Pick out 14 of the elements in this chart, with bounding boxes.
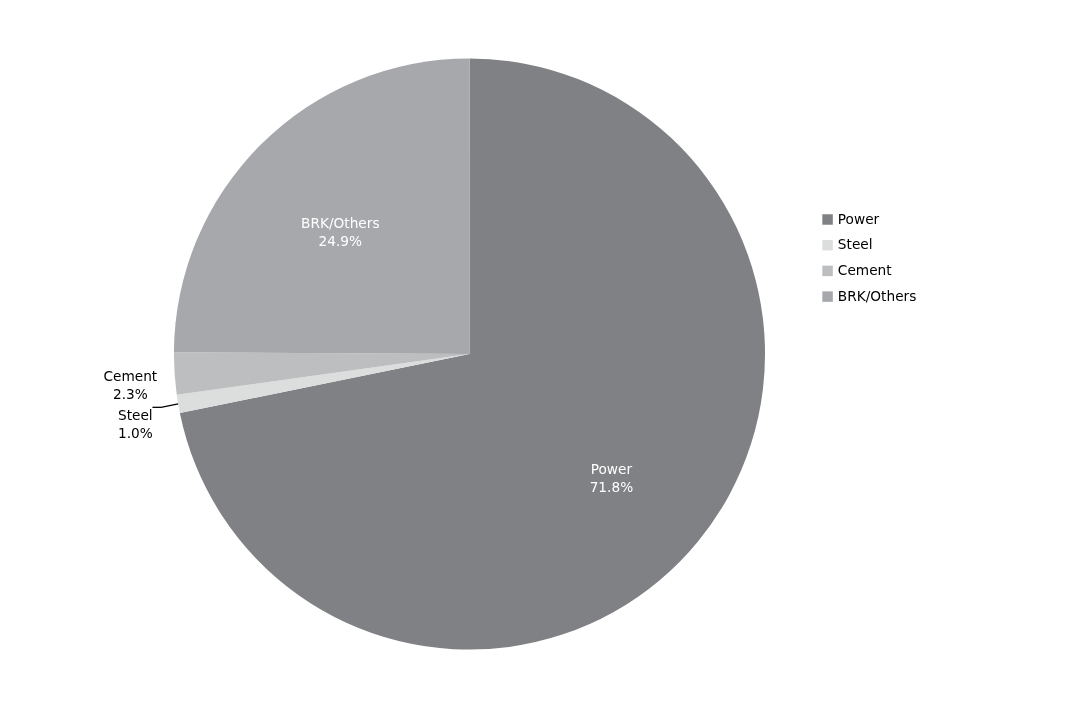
slice-label: Power — [590, 461, 633, 478]
legend-label: BRK/Others — [837, 287, 917, 304]
slice-label: Steel — [117, 407, 153, 424]
pie-slice — [173, 58, 470, 354]
data-label: 1.0% — [117, 425, 153, 442]
slice-label: Cement — [103, 367, 158, 384]
legend-label: Power — [837, 210, 880, 227]
legend-label: Steel — [837, 236, 873, 253]
data-label: 24.9% — [318, 233, 363, 250]
pie-slice — [179, 58, 765, 650]
data-label: 71.8% — [589, 479, 634, 496]
slice-label: BRK/Others — [301, 215, 380, 232]
legend-label: Cement — [837, 262, 893, 279]
data-label: 2.3% — [112, 385, 148, 402]
